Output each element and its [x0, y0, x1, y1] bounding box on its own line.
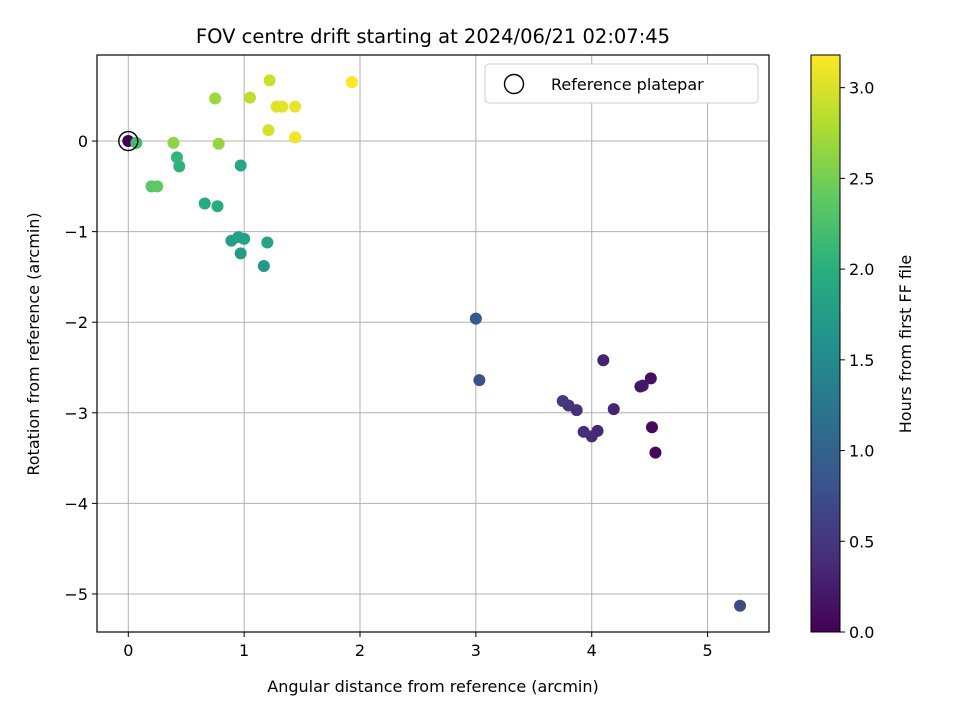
data-point	[198, 197, 211, 210]
colorbar-tick-label: 0.0	[849, 623, 874, 642]
legend-box	[484, 63, 759, 104]
data-point	[261, 236, 274, 249]
x-tick-label: 1	[239, 641, 249, 660]
colorbar-tick-label: 1.0	[849, 442, 874, 461]
x-tick-label: 2	[355, 641, 365, 660]
colorbar-tick-label: 2.0	[849, 260, 874, 279]
x-axis-ticks: 0 1 2 3 4 5	[123, 632, 713, 660]
chart-title: FOV centre drift starting at 2024/06/21 …	[196, 25, 670, 48]
data-point	[209, 92, 222, 105]
data-point	[167, 136, 180, 149]
y-tick-label: −3	[64, 404, 88, 423]
legend-marker-icon	[503, 73, 525, 95]
y-tick-label: −5	[64, 585, 88, 604]
data-point	[173, 160, 186, 173]
data-point	[597, 354, 610, 367]
data-point	[636, 379, 649, 392]
data-points	[122, 74, 747, 612]
x-axis-label: Angular distance from reference (arcmin)	[267, 677, 598, 696]
data-point	[473, 374, 486, 387]
colorbar: 0.0 0.5 1.0 1.5 2.0 2.5 3.0 Hours from first F…	[810, 54, 915, 642]
data-point	[607, 403, 620, 416]
data-point	[170, 151, 183, 164]
data-point	[734, 599, 747, 612]
data-point	[262, 124, 275, 137]
grid-lines	[97, 55, 769, 632]
data-point	[212, 137, 225, 150]
data-point	[130, 136, 143, 149]
legend-entry-reference-platepar: Reference platepar	[551, 75, 704, 94]
data-point	[276, 100, 289, 113]
data-point	[577, 425, 590, 438]
reference-platepar-circle	[118, 130, 139, 152]
colorbar-gradient	[810, 54, 841, 633]
colorbar-tick-label: 3.0	[849, 79, 874, 98]
y-axis-label: Rotation from reference (arcmin)	[24, 212, 43, 475]
data-point	[345, 76, 358, 89]
y-tick-label: 0	[78, 132, 88, 151]
colorbar-tick-label: 0.5	[849, 532, 874, 551]
y-axis-ticks: 0 −1 −2 −3 −4 −5	[64, 132, 97, 604]
x-tick-label: 3	[471, 641, 481, 660]
data-point	[257, 260, 270, 273]
data-point	[644, 372, 657, 385]
data-point	[263, 74, 276, 87]
y-tick-label: −4	[64, 494, 88, 513]
data-point	[211, 200, 224, 213]
legend: Reference platepar	[484, 63, 759, 104]
data-point	[238, 232, 251, 245]
data-point	[243, 91, 256, 104]
x-tick-label: 4	[587, 641, 597, 660]
data-point	[234, 247, 247, 260]
data-point	[645, 421, 658, 434]
x-tick-label: 5	[702, 641, 712, 660]
colorbar-tick-label: 1.5	[849, 351, 874, 370]
data-point	[289, 100, 302, 113]
colorbar-ticks: 0.0 0.5 1.0 1.5 2.0 2.5 3.0	[840, 79, 874, 642]
x-tick-label: 0	[123, 641, 133, 660]
y-tick-label: −2	[64, 313, 88, 332]
data-point	[556, 395, 569, 408]
data-point	[234, 159, 247, 172]
reference-platepar-marker	[118, 130, 139, 152]
data-point	[649, 446, 662, 459]
plot-area-frame	[96, 54, 770, 633]
data-point	[151, 180, 164, 193]
data-point	[289, 131, 302, 144]
colorbar-tick-label: 2.5	[849, 169, 874, 188]
colorbar-label: Hours from first FF file	[896, 255, 915, 434]
data-point	[469, 312, 482, 325]
y-tick-label: −1	[64, 223, 88, 242]
